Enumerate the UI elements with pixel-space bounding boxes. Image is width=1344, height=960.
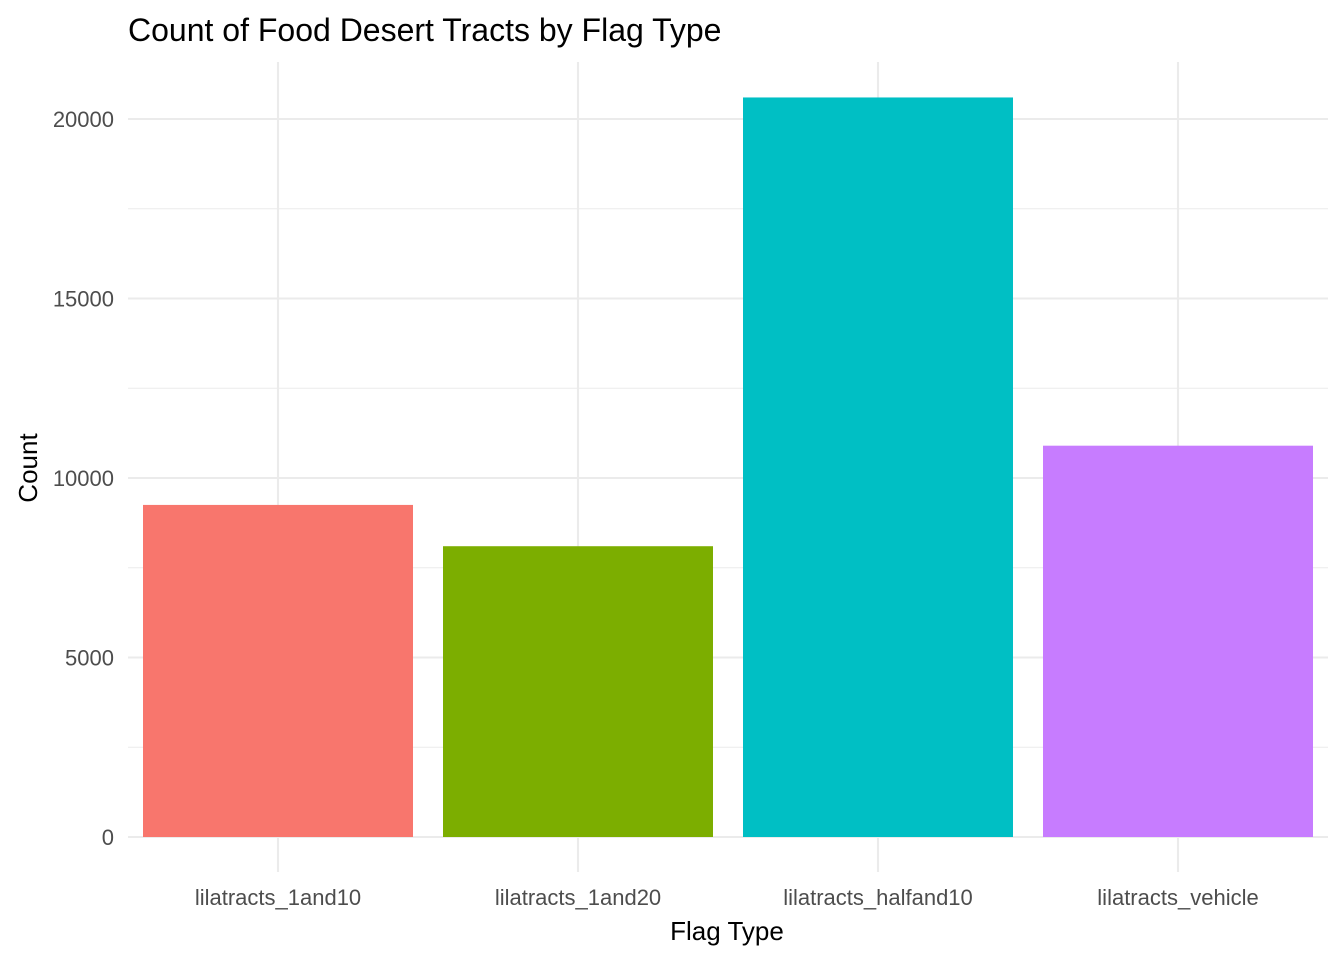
y-tick-label: 10000 — [53, 466, 114, 491]
y-tick-label: 15000 — [53, 287, 114, 312]
x-tick-label: lilatracts_halfand10 — [783, 885, 973, 910]
x-axis-title: Flag Type — [670, 916, 784, 946]
x-axis-tick-labels: lilatracts_1and10 lilatracts_1and20 lilatr… — [195, 885, 1259, 910]
y-axis-title: Count — [13, 433, 43, 503]
bar-lilatracts_1and20 — [443, 546, 713, 837]
bars — [143, 97, 1313, 837]
bar-lilatracts_vehicle — [1043, 445, 1313, 837]
x-tick-label: lilatracts_1and10 — [195, 885, 361, 910]
x-tick-label: lilatracts_1and20 — [495, 885, 661, 910]
chart-title: Count of Food Desert Tracts by Flag Type — [128, 12, 721, 48]
y-tick-label: 20000 — [53, 107, 114, 132]
bar-lilatracts_halfand10 — [743, 97, 1013, 837]
y-tick-label: 5000 — [65, 646, 114, 671]
y-axis-tick-labels: 0 5000 10000 15000 20000 — [53, 107, 114, 850]
bar-lilatracts_1and10 — [143, 504, 413, 837]
y-tick-label: 0 — [102, 825, 114, 850]
x-tick-label: lilatracts_vehicle — [1097, 885, 1258, 910]
